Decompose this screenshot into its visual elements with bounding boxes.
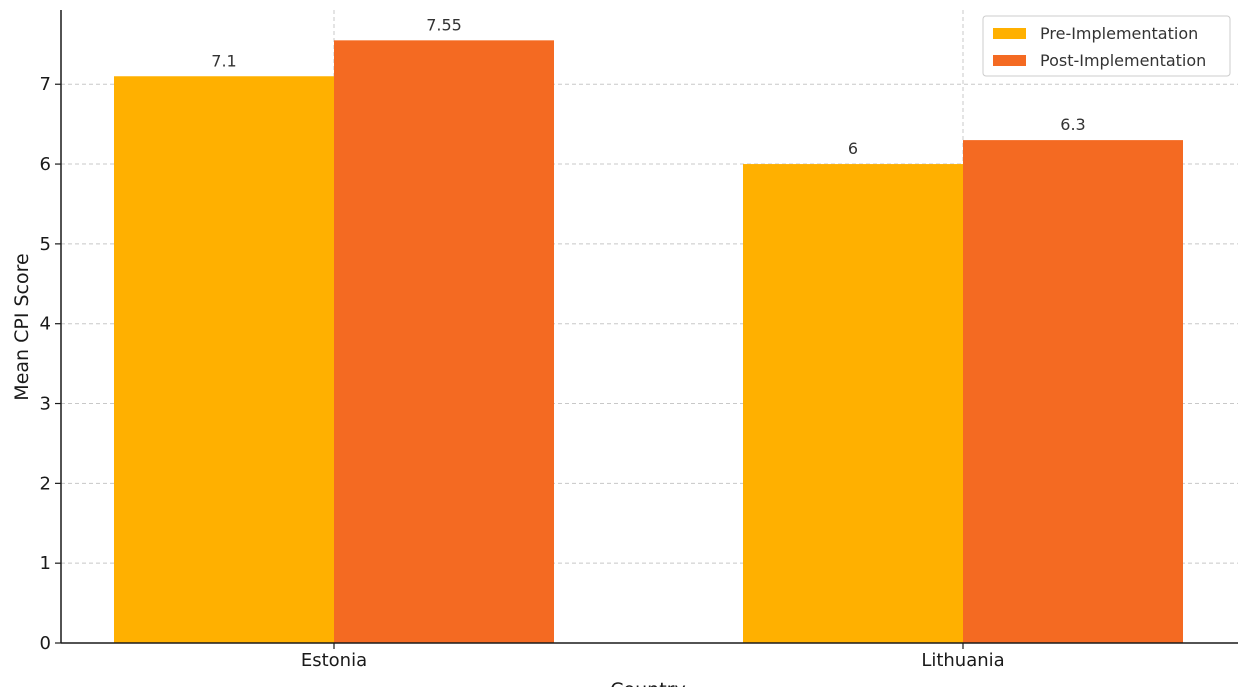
x-tick-label-lithuania: Lithuania: [921, 650, 1004, 671]
x-tick-label-estonia: Estonia: [301, 650, 367, 671]
y-tick-label-6: 6: [40, 154, 51, 175]
data-labels: 7.1 6 7.55 6.3: [211, 15, 1085, 158]
legend-label-pre-implementation: Pre-Implementation: [1040, 24, 1198, 43]
bar-lithuania-pre-implementation: [743, 164, 963, 643]
y-tick-label-1: 1: [40, 553, 51, 574]
legend-swatch-pre-implementation: [993, 28, 1026, 39]
legend-swatch-post-implementation: [993, 55, 1026, 66]
data-label-estonia-pre-implementation: 7.1: [211, 51, 236, 70]
bar-lithuania-post-implementation: [963, 140, 1183, 643]
y-tick-label-5: 5: [40, 234, 51, 255]
data-label-estonia-post-implementation: 7.55: [426, 15, 462, 34]
y-axis-ticks: 0 1 2 3 4 5 6 7: [40, 74, 61, 654]
x-axis-title: Country: [610, 679, 685, 687]
y-tick-label-4: 4: [40, 314, 51, 335]
y-tick-label-0: 0: [40, 633, 51, 654]
bars: [114, 40, 1183, 644]
y-axis-title: Mean CPI Score: [11, 253, 33, 400]
data-label-lithuania-pre-implementation: 6: [848, 139, 858, 158]
bar-estonia-post-implementation: [334, 40, 554, 644]
data-label-lithuania-post-implementation: 6.3: [1060, 115, 1085, 134]
bar-estonia-pre-implementation: [114, 76, 334, 643]
legend-label-post-implementation: Post-Implementation: [1040, 51, 1206, 70]
x-axis-ticks: Estonia Lithuania: [301, 643, 1005, 671]
y-tick-label-2: 2: [40, 473, 51, 494]
legend: Pre-Implementation Post-Implementation: [982, 15, 1231, 77]
legend-frame: [982, 15, 1231, 77]
y-tick-label-7: 7: [40, 74, 51, 95]
y-tick-label-3: 3: [40, 394, 51, 415]
